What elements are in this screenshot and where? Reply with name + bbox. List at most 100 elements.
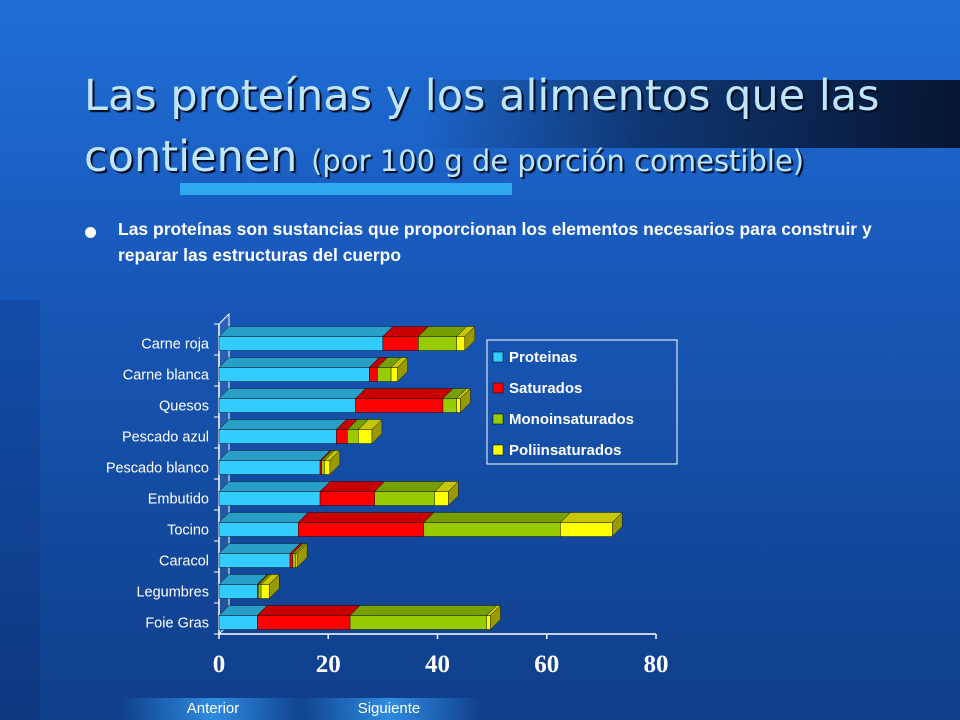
bar-segment (218, 491, 321, 506)
bullet-icon (85, 227, 96, 238)
bar-segment-end (397, 357, 408, 382)
bar-segment (218, 398, 356, 413)
bar-segment-top (218, 512, 309, 523)
bar-segment-top (559, 512, 623, 523)
bar-segment-top (355, 388, 454, 399)
bar-group (218, 419, 383, 444)
bar-segment (347, 429, 359, 444)
bar-segment (486, 615, 491, 630)
bar-group (218, 450, 341, 475)
legend-label: Poliinsaturados (509, 442, 622, 459)
bar-segment (321, 460, 325, 475)
bar-segment (456, 398, 461, 413)
bar-group (218, 388, 471, 413)
legend-box (486, 339, 678, 465)
legend: Proteinas Saturados Monoinsaturados Poliins… (486, 339, 678, 465)
x-tick-label: 40 (425, 651, 450, 678)
category-label: Pescado azul (122, 430, 209, 446)
bar-segment-end (269, 574, 280, 599)
bar-segment (257, 615, 351, 630)
category-label: Caracol (159, 554, 209, 570)
bar-segment (218, 522, 299, 537)
page-title: Las proteínas y los alimentos que las co… (84, 66, 924, 192)
bar-segment (218, 553, 291, 568)
legend-swatch (492, 382, 504, 394)
bar-segment-top (319, 481, 386, 492)
bar-group (218, 543, 308, 568)
bar-segment (324, 460, 331, 475)
bar-segment (292, 553, 296, 568)
bar-segment (418, 336, 457, 351)
bar-segment (218, 460, 321, 475)
bar-group (218, 481, 459, 506)
bar-segment (377, 367, 392, 382)
bar-segment-top (349, 605, 498, 616)
bullet-text: Las proteínas son sustancias que proporc… (118, 219, 872, 265)
category-label: Foie Gras (145, 616, 209, 632)
category-label: Pescado blanco (106, 461, 209, 477)
x-tick-label: 80 (644, 651, 669, 678)
x-tick-label: 0 (213, 651, 226, 678)
bar-segment (289, 553, 293, 568)
bar-segment (423, 522, 561, 537)
bar-group (218, 326, 476, 351)
left-band (0, 300, 40, 720)
title-main: Las proteínas y los alimentos que las co… (84, 71, 880, 182)
bar-segment (374, 491, 435, 506)
bar-segment (218, 336, 384, 351)
bar-group (218, 357, 409, 382)
bar-segment (295, 553, 298, 568)
bar-segment (298, 522, 425, 537)
title-band-dark (420, 80, 960, 148)
next-button[interactable]: Siguiente (296, 698, 482, 720)
bar-segment-top (297, 512, 435, 523)
bar-segment (456, 336, 466, 351)
bar-segment-end (371, 419, 383, 444)
bar-segment-end (296, 543, 308, 568)
bar-segment-top (256, 605, 361, 616)
bar-segment (336, 429, 348, 444)
bar-segment-top (218, 388, 367, 399)
legend-label: Saturados (509, 380, 582, 397)
bar-segment (218, 584, 258, 599)
bar-segment (442, 398, 457, 413)
prev-button[interactable]: Anterior (120, 698, 306, 720)
x-tick-label: 20 (316, 651, 341, 678)
bar-group (218, 512, 623, 537)
bar-segment-end (464, 326, 476, 351)
bar-segment (319, 491, 375, 506)
bar-segment (434, 491, 449, 506)
bar-segment (358, 429, 373, 444)
bar-segment-top (218, 326, 394, 337)
bar-segment (260, 584, 270, 599)
bar-segment (390, 367, 398, 382)
bar-segment-top (374, 481, 446, 492)
bar-segment (382, 336, 419, 351)
category-label: Legumbres (136, 585, 209, 601)
category-label: Tocino (167, 523, 209, 539)
bar-segment (218, 615, 258, 630)
legend-label: Proteinas (509, 349, 577, 366)
bar-segment-end (329, 450, 341, 475)
bar-segment (349, 615, 487, 630)
bar-segment-end (490, 605, 501, 630)
category-label: Quesos (159, 399, 209, 415)
category-label: Embutido (148, 492, 209, 508)
bar-group (218, 574, 280, 599)
bar-segment (560, 522, 613, 537)
bar-segment-top (218, 450, 331, 461)
title-sub: (por 100 g de porción comestible) (311, 144, 805, 178)
bar-segment (319, 460, 322, 475)
legend-swatch (492, 444, 504, 456)
bar-segment-top (218, 481, 331, 492)
legend-label: Monoinsaturados (509, 411, 634, 428)
bar-segment-end (448, 481, 459, 506)
legend-swatch (492, 413, 504, 425)
bar-segment (258, 584, 262, 599)
title-underline (180, 183, 512, 195)
x-tick-label: 60 (534, 651, 559, 678)
bar-segment (369, 367, 378, 382)
bar-segment (355, 398, 444, 413)
bar-segment-top (218, 357, 380, 368)
